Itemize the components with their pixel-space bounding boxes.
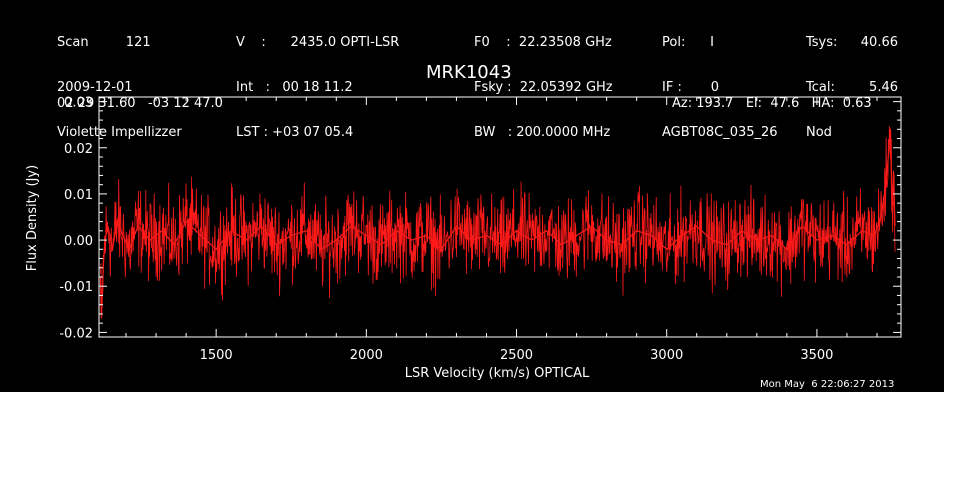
spectrum-chart: 1500 2000 2500 3000 3500 -0.02 -0.01 0.00 0.01 0… (25, 96, 902, 381)
lst-value: LST : +03 07 05.4 (236, 125, 354, 140)
x-tick-label: 3500 (800, 348, 833, 363)
header-system-temp-labels: Tsys: Tcal: Nod (806, 5, 837, 155)
x-tick-label: 3000 (650, 348, 683, 363)
project-id: AGBT08C_035_26 (662, 125, 778, 140)
rest-frequency: F0 : 22.23508 GHz (474, 35, 612, 50)
tcal-label: Tcal: (806, 80, 835, 95)
scan-number: Scan 121 (57, 35, 151, 50)
y-axis-ticks: -0.02 -0.01 0.00 0.01 0.02 0.03 (59, 96, 901, 341)
header-velocity-info: V : 2435.0 OPTI-LSR Int : 00 18 11.2 LST… (236, 5, 399, 155)
x-tick-label: 2000 (350, 348, 383, 363)
y-tick-label: -0.01 (59, 280, 93, 295)
spectrum-line (100, 126, 896, 307)
ra-dec: 02 29 31.60 -03 12 47.0 (57, 96, 223, 111)
coordinates: 02 29 31.60 -03 12 47.0 (57, 66, 223, 126)
header-system-temp-values: 40.66 5.46 (846, 5, 898, 110)
source-name: MRK1043 (426, 62, 512, 83)
bandwidth: BW : 200.0000 MHz (474, 125, 611, 140)
header-frequency-info: F0 : 22.23508 GHz Fsky : 22.05392 GHz BW… (474, 5, 613, 155)
x-tick-label: 2500 (500, 348, 533, 363)
header-scan-info: Scan 121 2009-12-01 Violette Impellizzer (57, 5, 182, 155)
integration-time: Int : 00 18 11.2 (236, 80, 353, 95)
tsys-label: Tsys: (806, 35, 838, 50)
velocity-label: V : 2435.0 OPTI-LSR (236, 35, 400, 50)
plot-timestamp: Mon May 6 22:06:27 2013 (760, 379, 895, 390)
spectrum-trace-group (99, 126, 896, 319)
switching-mode: Nod (806, 125, 832, 140)
tsys-value: 40.66 (860, 35, 898, 50)
y-tick-label: 0.00 (64, 234, 93, 249)
spectrum-baseline (99, 129, 896, 319)
x-axis-label: LSR Velocity (km/s) OPTICAL (405, 366, 590, 381)
y-tick-label: 0.02 (64, 142, 93, 157)
y-axis-label: Flux Density (Jy) (25, 165, 40, 271)
y-tick-label: -0.02 (59, 326, 93, 341)
tcal-value: 5.46 (869, 80, 898, 95)
observer-name: Violette Impellizzer (57, 125, 182, 140)
y-tick-label: 0.01 (64, 188, 93, 203)
if-number: IF : 0 (662, 80, 720, 95)
x-axis-ticks: 1500 2000 2500 3000 3500 (125, 97, 878, 363)
polarization: Pol: I (662, 35, 714, 50)
plot-frame (98, 96, 902, 338)
plot-panel (0, 0, 944, 392)
observation-date: 2009-12-01 (57, 80, 133, 95)
header-polarization-info: Pol: I IF : 0 AGBT08C_035_26 (662, 5, 778, 155)
y-tick-label: 0.03 (64, 96, 93, 111)
x-tick-label: 1500 (200, 348, 233, 363)
sky-frequency: Fsky : 22.05392 GHz (474, 80, 613, 95)
